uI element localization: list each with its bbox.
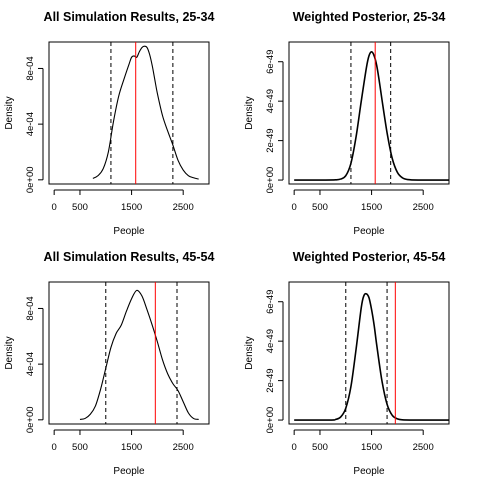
y-axis-label: Density [4, 336, 15, 369]
x-axis-label: People [353, 226, 385, 237]
chart-panel-2: Weighted Posterior, 25-34 0 500 1500 2500 Peo… [244, 10, 450, 237]
x-tick-label: 0 [292, 442, 297, 453]
plot-frame [288, 281, 450, 425]
plot-frame [48, 281, 210, 425]
y-tick-label: 2e-49 [265, 368, 276, 392]
y-axis-label: Density [244, 96, 255, 129]
x-tick-label: 500 [312, 202, 328, 213]
chart-panel-3: All Simulation Results, 45-54 0 500 1500 250… [4, 250, 214, 477]
y-tick-label: 8e-04 [25, 296, 36, 320]
chart-title: Weighted Posterior, 45-54 [293, 250, 446, 264]
x-axis-label: People [113, 226, 145, 237]
y-tick-label: 6e-49 [265, 290, 276, 314]
y-tick-label: 2e-49 [265, 128, 276, 152]
y-tick-label: 4e-04 [25, 112, 36, 136]
plot-area [92, 42, 199, 184]
plot-area [79, 282, 199, 424]
y-tick-label: 8e-04 [25, 56, 36, 80]
x-tick-label: 1500 [121, 202, 142, 213]
x-tick-label: 2500 [413, 442, 434, 453]
x-tick-label: 0 [52, 202, 57, 213]
x-tick-label: 2500 [413, 202, 434, 213]
density-curve [92, 45, 199, 180]
chart-panel-1: All Simulation Results, 25-34 0 500 1500 250… [4, 10, 214, 237]
y-tick-label: 0e+00 [265, 407, 276, 434]
y-tick-label: 4e-49 [265, 329, 276, 353]
y-axis: 0e+00 4e-04 8e-04 [25, 296, 44, 433]
chart-title: Weighted Posterior, 25-34 [293, 10, 446, 24]
x-axis: 0 500 1500 2500 [52, 189, 194, 213]
x-axis: 0 500 1500 2500 [52, 429, 194, 453]
density-curve [294, 292, 449, 421]
x-tick-label: 1500 [361, 442, 382, 453]
y-tick-label: 4e-04 [25, 352, 36, 376]
y-axis-label: Density [244, 336, 255, 369]
density-curve [79, 289, 199, 420]
y-tick-label: 6e-49 [265, 50, 276, 74]
y-tick-label: 4e-49 [265, 89, 276, 113]
y-tick-label: 0e+00 [25, 166, 36, 193]
density-curve [294, 51, 449, 181]
y-tick-label: 0e+00 [25, 406, 36, 433]
y-axis: 0e+00 4e-04 8e-04 [25, 56, 44, 193]
x-tick-label: 500 [72, 202, 88, 213]
x-tick-label: 0 [292, 202, 297, 213]
x-tick-label: 1500 [121, 442, 142, 453]
x-axis-label: People [353, 466, 385, 477]
plot-area [294, 42, 449, 184]
plot-area [294, 282, 449, 424]
plot-frame [288, 41, 450, 185]
plot-frame [48, 41, 210, 185]
x-axis: 0 500 1500 2500 [292, 429, 434, 453]
x-tick-label: 2500 [173, 202, 194, 213]
x-tick-label: 2500 [173, 442, 194, 453]
x-tick-label: 500 [312, 442, 328, 453]
x-axis: 0 500 1500 2500 [292, 189, 434, 213]
x-tick-label: 500 [72, 442, 88, 453]
y-tick-label: 0e+00 [265, 167, 276, 194]
x-tick-label: 0 [52, 442, 57, 453]
x-tick-label: 1500 [361, 202, 382, 213]
x-axis-label: People [113, 466, 145, 477]
y-axis: 0e+00 2e-49 4e-49 6e-49 [265, 290, 284, 434]
chart-panel-4: Weighted Posterior, 45-54 0 500 1500 2500 Peo… [244, 250, 450, 477]
y-axis-label: Density [4, 96, 15, 129]
chart-title: All Simulation Results, 45-54 [44, 250, 215, 264]
chart-title: All Simulation Results, 25-34 [44, 10, 215, 24]
y-axis: 0e+00 2e-49 4e-49 6e-49 [265, 50, 284, 194]
